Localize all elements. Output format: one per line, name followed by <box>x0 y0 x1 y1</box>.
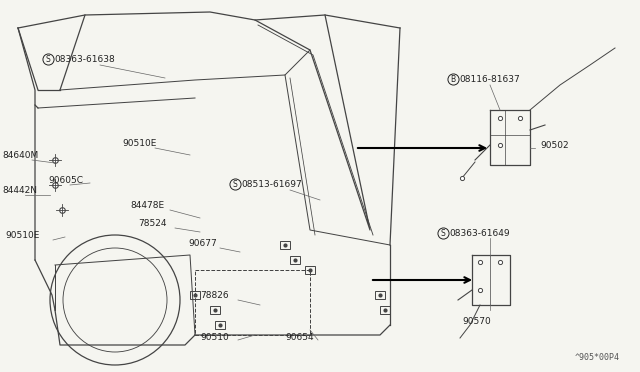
Text: 90677: 90677 <box>188 238 217 247</box>
Text: 84478E: 84478E <box>130 201 164 209</box>
Bar <box>190 291 200 299</box>
Text: 90510: 90510 <box>200 334 228 343</box>
Text: S: S <box>45 55 51 64</box>
Text: 90502: 90502 <box>540 141 568 150</box>
Text: 08513-61697: 08513-61697 <box>241 180 301 189</box>
Text: 08116-81637: 08116-81637 <box>459 74 520 83</box>
Text: B: B <box>451 74 456 83</box>
Bar <box>380 306 390 314</box>
Bar <box>305 266 315 274</box>
Text: 90654: 90654 <box>285 334 314 343</box>
Bar <box>215 321 225 329</box>
Text: 90510E: 90510E <box>5 231 40 240</box>
Bar <box>195 270 310 335</box>
Text: 84442N: 84442N <box>2 186 37 195</box>
Text: 90510E: 90510E <box>122 138 156 148</box>
Bar <box>290 256 300 264</box>
Text: 78826: 78826 <box>200 291 228 299</box>
Text: 08363-61638: 08363-61638 <box>54 55 115 64</box>
Text: 90605C: 90605C <box>48 176 83 185</box>
Bar <box>375 291 385 299</box>
Text: 08363-61649: 08363-61649 <box>449 228 509 237</box>
Bar <box>280 241 290 249</box>
Text: ^905*00P4: ^905*00P4 <box>575 353 620 362</box>
Text: 90570: 90570 <box>462 317 491 327</box>
Text: 78524: 78524 <box>138 218 166 228</box>
Text: 84640M: 84640M <box>2 151 38 160</box>
Text: S: S <box>232 180 237 189</box>
Bar <box>210 306 220 314</box>
Text: S: S <box>440 228 445 237</box>
